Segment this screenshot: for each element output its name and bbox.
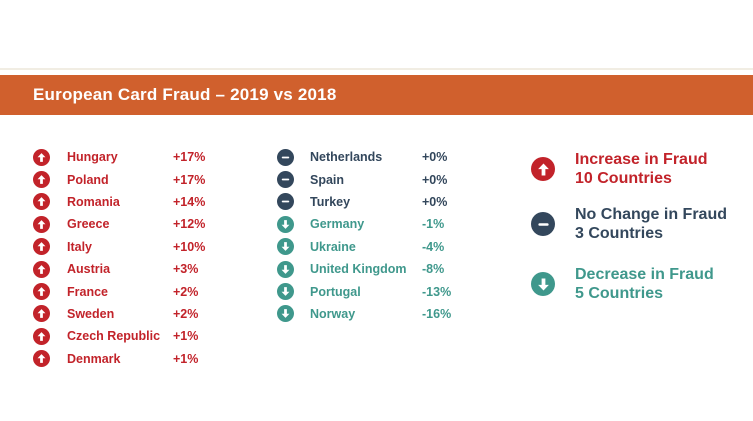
change-value: -16% [422, 306, 452, 321]
country-name: Hungary [67, 150, 118, 165]
legend-count: 5 Countries [575, 285, 664, 302]
country-name: Greece [67, 217, 110, 232]
country-name: Czech Republic [67, 329, 161, 344]
country-name: Netherlands [310, 150, 383, 165]
nochange-decrease-country-list: Netherlands +0% Spain +0% Turkey +0% Germany -1… [277, 146, 451, 325]
down-arrow-icon [277, 283, 294, 301]
country-name: France [67, 284, 108, 299]
country-name: Portugal [310, 284, 361, 299]
change-value: +0% [422, 172, 448, 187]
increase-country-list: Hungary +17% Poland +17% Romania +14% Greece +1… [33, 146, 205, 370]
up-arrow-icon [531, 157, 555, 181]
country-name: Spain [310, 172, 345, 187]
country-name: Norway [310, 306, 356, 321]
up-arrow-icon [33, 260, 50, 278]
country-name: United Kingdom [310, 262, 407, 277]
legend-label: Increase in Fraud [575, 151, 708, 168]
down-arrow-icon [277, 238, 294, 256]
country-row: Netherlands +0% [277, 146, 451, 168]
change-value: -1% [422, 217, 445, 232]
country-row: Poland +17% [33, 168, 205, 190]
legend-item: Decrease in Fraud 5 Countries [531, 265, 727, 303]
down-arrow-icon [277, 260, 294, 278]
country-row: Turkey +0% [277, 191, 451, 213]
country-name: Germany [310, 217, 365, 232]
down-arrow-icon [531, 272, 555, 296]
country-name: Turkey [310, 194, 351, 209]
country-row: Spain +0% [277, 168, 451, 190]
change-value: +17% [173, 150, 206, 165]
change-value: +12% [173, 217, 206, 232]
change-value: -4% [422, 239, 445, 254]
page-title: European Card Fraud – 2019 vs 2018 [33, 85, 337, 104]
legend-count: 10 Countries [575, 170, 672, 187]
minus-icon [531, 212, 555, 236]
country-name: Romania [67, 194, 120, 209]
legend-item: Increase in Fraud 10 Countries [531, 150, 727, 188]
change-value: +14% [173, 194, 206, 209]
legend-item: No Change in Fraud 3 Countries [531, 205, 727, 243]
up-arrow-icon [33, 305, 50, 323]
country-row: Hungary +17% [33, 146, 205, 168]
change-value: +1% [173, 329, 199, 344]
country-row: France +2% [33, 280, 205, 302]
legend-label: Decrease in Fraud [575, 266, 714, 283]
up-arrow-icon [33, 171, 50, 189]
country-row: Germany -1% [277, 213, 451, 235]
country-row: United Kingdom -8% [277, 258, 451, 280]
change-value: +2% [173, 306, 199, 321]
minus-icon [277, 193, 294, 211]
change-value: -8% [422, 262, 445, 277]
header-bar: European Card Fraud – 2019 vs 2018 [0, 75, 753, 115]
down-arrow-icon [277, 305, 294, 323]
country-row: Czech Republic +1% [33, 325, 205, 347]
country-row: Italy +10% [33, 236, 205, 258]
country-name: Ukraine [310, 239, 356, 254]
country-row: Denmark +1% [33, 348, 205, 370]
country-row: Greece +12% [33, 213, 205, 235]
legend: Increase in Fraud 10 Countries No Change i… [531, 150, 727, 303]
country-row: Sweden +2% [33, 303, 205, 325]
minus-icon [277, 148, 294, 166]
up-arrow-icon [33, 193, 50, 211]
change-value: -13% [422, 284, 452, 299]
change-value: +3% [173, 262, 199, 277]
up-arrow-icon [33, 238, 50, 256]
country-name: Austria [67, 262, 111, 277]
up-arrow-icon [33, 283, 50, 301]
down-arrow-icon [277, 215, 294, 233]
change-value: +2% [173, 284, 199, 299]
change-value: +10% [173, 239, 206, 254]
divider-line [0, 68, 753, 70]
country-row: Portugal -13% [277, 280, 451, 302]
change-value: +1% [173, 351, 199, 366]
change-value: +0% [422, 194, 448, 209]
up-arrow-icon [33, 215, 50, 233]
change-value: +0% [422, 150, 448, 165]
country-name: Poland [67, 172, 109, 187]
change-value: +17% [173, 172, 206, 187]
country-row: Norway -16% [277, 303, 451, 325]
country-row: Austria +3% [33, 258, 205, 280]
up-arrow-icon [33, 148, 50, 166]
legend-label: No Change in Fraud [575, 206, 727, 223]
country-row: Ukraine -4% [277, 236, 451, 258]
legend-count: 3 Countries [575, 225, 664, 242]
up-arrow-icon [33, 350, 50, 368]
country-name: Italy [67, 239, 93, 254]
minus-icon [277, 171, 294, 189]
country-name: Sweden [67, 306, 115, 321]
country-row: Romania +14% [33, 191, 205, 213]
country-name: Denmark [67, 351, 121, 366]
up-arrow-icon [33, 327, 50, 345]
